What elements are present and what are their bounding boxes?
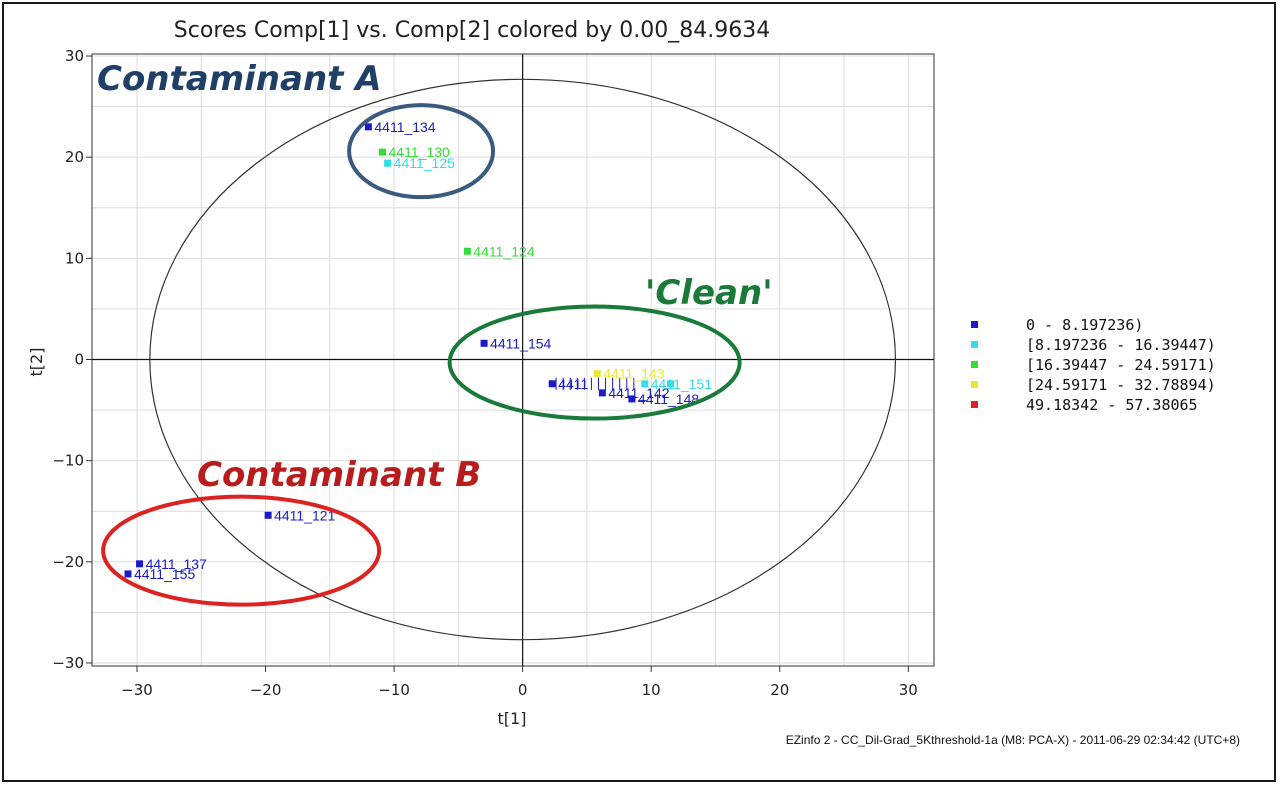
point-label: 4411_134	[374, 119, 435, 135]
x-axis-label: t[1]	[498, 709, 527, 728]
highlight-contaminant-b	[101, 494, 382, 607]
point-marker	[136, 560, 144, 568]
legend-swatch	[971, 361, 978, 368]
point-label: 4411	[558, 376, 588, 392]
point-marker	[548, 380, 556, 388]
chart-title: Scores Comp[1] vs. Comp[2] colored by 0.…	[174, 18, 770, 43]
point-marker	[384, 159, 392, 167]
tick-labels: −30 −20 −10 0 10 20 30 −30 −20 −10 0 10 20 30	[52, 47, 917, 699]
annotation-contaminant-b: Contaminant B	[197, 455, 481, 495]
point-marker	[593, 370, 601, 378]
y-tick-label: 0	[74, 350, 84, 368]
y-tick-label: −20	[52, 553, 84, 571]
legend-label: 0 - 8.197236)	[1026, 316, 1143, 334]
x-tick-label: −10	[378, 681, 410, 699]
point-label: 4411_151	[651, 376, 712, 392]
point-marker	[641, 380, 649, 388]
zero-axes	[92, 54, 934, 666]
y-tick-label: 10	[65, 249, 84, 267]
annotation-clean: 'Clean'	[645, 273, 773, 313]
point-label: 4411_154	[490, 335, 551, 351]
group-highlights	[101, 103, 742, 607]
y-axis-label: t[2]	[27, 348, 46, 377]
point-marker	[480, 339, 488, 347]
point-label: 4411_148	[638, 391, 699, 407]
point-label: 4411_124	[473, 243, 534, 259]
legend-swatch	[971, 401, 978, 408]
point-marker	[124, 570, 132, 578]
legend-label: [8.197236 - 16.39447)	[1026, 336, 1216, 354]
legend-label: 49.18342 - 57.38065	[1026, 396, 1198, 414]
legend-swatch	[971, 381, 978, 388]
point-label: 4411_130	[389, 144, 450, 160]
point-marker	[264, 511, 272, 519]
point-marker	[463, 247, 471, 255]
legend: 0 - 8.197236) [8.197236 - 16.39447) [16.39…	[971, 316, 1216, 414]
footer-info: EZinfo 2 - CC_Dil-Grad_5Kthreshold-1a (M…	[786, 733, 1240, 747]
point-marker	[628, 395, 636, 403]
point-label: 4411_142	[608, 385, 669, 401]
point-marker	[379, 148, 387, 156]
point-label: 4411_143	[603, 366, 664, 382]
point-label: 4411_137	[146, 556, 207, 572]
highlight-clean	[447, 304, 742, 421]
hotelling-ellipse	[149, 78, 897, 641]
x-tick-label: 10	[642, 681, 661, 699]
x-tick-label: 20	[770, 681, 789, 699]
legend-label: [24.59171 - 32.78894)	[1026, 376, 1216, 394]
point-marker	[364, 123, 372, 131]
x-tick-label: 30	[899, 681, 918, 699]
annotation-contaminant-a: Contaminant A	[97, 59, 382, 99]
point-marker	[598, 389, 606, 397]
x-tick-label: −30	[121, 681, 153, 699]
legend-swatch	[971, 321, 978, 328]
y-tick-label: 30	[65, 47, 84, 65]
point-marker	[666, 380, 674, 388]
confidence-ellipse	[149, 78, 897, 641]
point-label: 4411_121	[274, 507, 335, 523]
point-label: 4411_125	[394, 155, 455, 171]
legend-swatch	[971, 341, 978, 348]
x-tick-label: 0	[518, 681, 528, 699]
point-label: 4411_155	[134, 566, 195, 582]
y-tick-label: 20	[65, 148, 84, 166]
y-tick-label: −10	[52, 452, 84, 470]
x-tick-label: −20	[250, 681, 282, 699]
y-tick-label: −30	[52, 654, 84, 672]
legend-label: [16.39447 - 24.59171)	[1026, 356, 1216, 374]
highlight-contaminant-a	[347, 103, 496, 200]
